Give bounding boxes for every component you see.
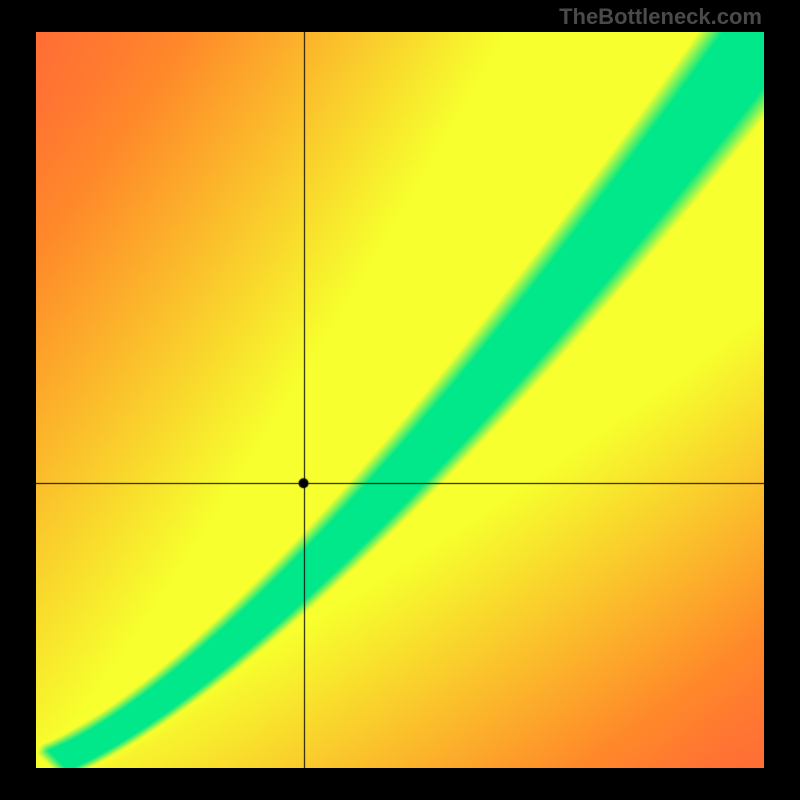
watermark-text: TheBottleneck.com	[559, 4, 762, 30]
bottleneck-heatmap	[36, 32, 764, 768]
